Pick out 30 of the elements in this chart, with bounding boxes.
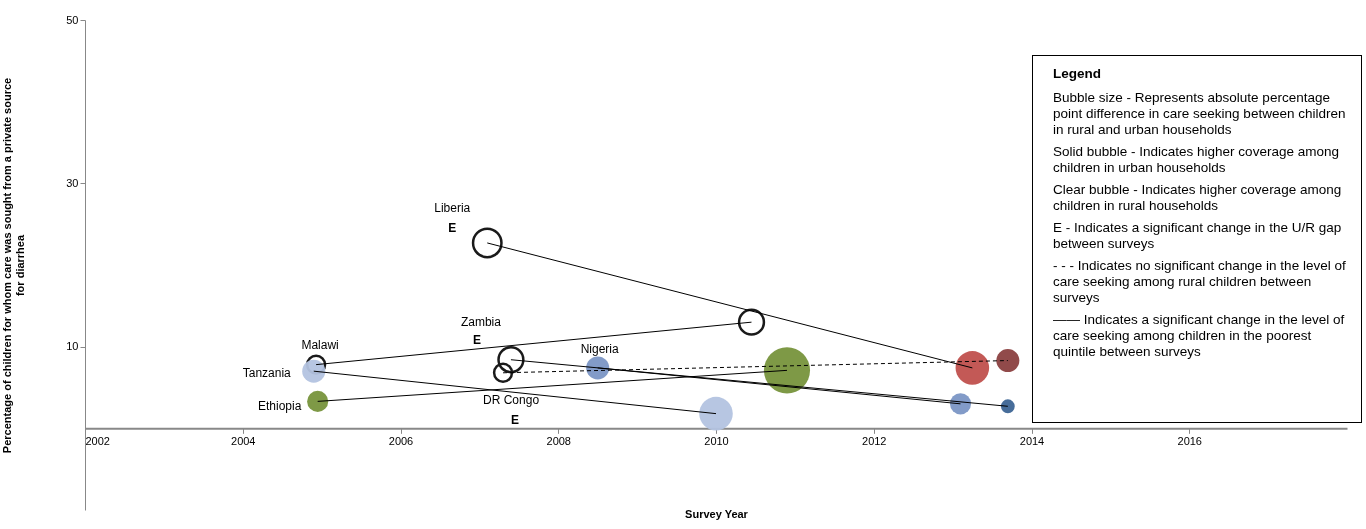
series-label: Zambia	[460, 314, 502, 329]
x-tick-label: 2016	[1177, 434, 1202, 447]
annotation: Clear bubble - Indicates higher coverage among children in rural households	[1053, 182, 1343, 214]
x-tick-label: 2012	[862, 434, 887, 447]
x-tick-label: 2004	[231, 434, 256, 447]
x-tick-label: 2002	[85, 434, 110, 447]
annotation: E	[511, 412, 520, 427]
y-axis-title: Percentage of children for whom care was sought from a private source for diarrhea	[1, 77, 27, 454]
series-label: Liberia	[434, 200, 471, 215]
annotation: E	[448, 220, 457, 235]
series-label: DR Congo	[483, 392, 540, 407]
x-tick-label: 2010	[704, 434, 729, 447]
y-tick-label: 10	[66, 340, 79, 353]
annotation: Solid bubble - Indicates higher coverage among children in urban households	[1053, 144, 1340, 176]
y-tick-label: 30	[66, 176, 79, 189]
x-tick-label: 2006	[388, 434, 414, 447]
x-tick-label: 2008	[546, 434, 571, 447]
annotation: E	[472, 332, 481, 347]
annotation: E - Indicates a significant change in the U/R gap between surveys	[1053, 220, 1343, 252]
x-axis-title: Survey Year	[685, 507, 749, 520]
x-tick-label: 2014	[1019, 434, 1045, 447]
annotation: —— Indicates a significant change in the level of care seeking among children in the poorest quintile between surveys	[1053, 312, 1346, 360]
y-tick-label: 50	[66, 13, 79, 26]
annotation: - - - Indicates no significant change in the level of care seeking among rural children between surveys	[1053, 258, 1347, 306]
series-label: Malawi	[301, 337, 339, 352]
legend-title: Legend	[1053, 66, 1102, 82]
series-label: Ethiopia	[257, 399, 302, 414]
series-label: Tanzania	[242, 366, 292, 381]
annotation: Bubble size - Represents absolute percentage point difference in care seeking between children in rural and urban households	[1053, 90, 1347, 138]
series-label: Nigeria	[580, 341, 620, 356]
